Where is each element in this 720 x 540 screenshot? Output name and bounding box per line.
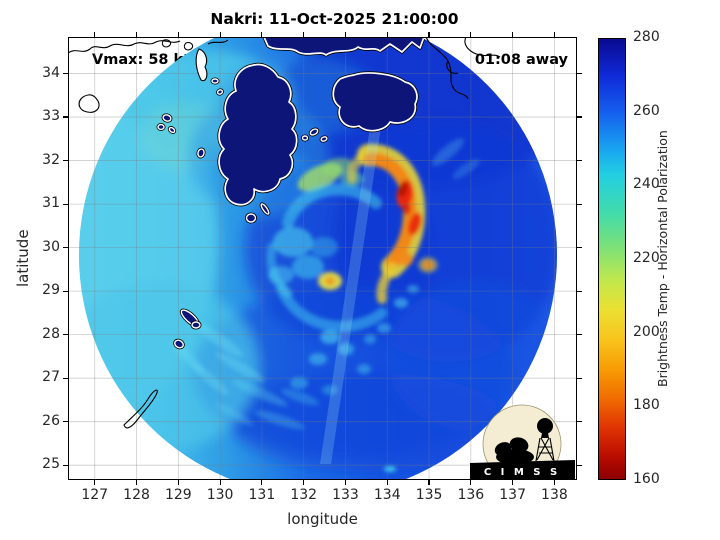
x-tick-label: 128	[123, 487, 150, 503]
x-tick-label: 134	[373, 487, 401, 503]
y-tick	[63, 247, 68, 249]
x-tick-top	[261, 32, 263, 37]
y-tick-label: 25	[42, 456, 60, 473]
x-tick	[94, 480, 96, 485]
x-tick-top	[512, 32, 514, 37]
x-tick-label: 131	[248, 487, 276, 503]
x-axis-label: longitude	[287, 510, 358, 528]
x-tick-label: 135	[415, 487, 443, 503]
colorbar-tick-label: 220	[633, 250, 660, 266]
x-tick-top	[219, 32, 221, 37]
y-tick-right	[577, 72, 582, 75]
colorbar-tick-label: 260	[633, 102, 660, 119]
deep-convection-band	[346, 143, 426, 304]
x-tick	[553, 480, 556, 485]
x-tick-top	[135, 32, 138, 37]
x-tick-top	[344, 32, 347, 37]
x-tick-label: 129	[164, 487, 192, 503]
y-tick-right	[577, 421, 582, 423]
x-tick-top	[470, 32, 472, 37]
x-tick-top	[177, 32, 179, 37]
y-tick	[63, 421, 68, 423]
x-tick-label: 130	[206, 487, 234, 503]
y-tick-right	[577, 116, 582, 118]
y-tick	[63, 334, 68, 336]
x-tick	[261, 480, 263, 485]
x-tick-top	[303, 32, 305, 37]
x-tick-label: 133	[332, 487, 359, 503]
y-tick-right	[577, 464, 582, 466]
x-tick	[386, 480, 388, 485]
satellite-image: C I M S S	[68, 37, 577, 480]
plot-title: Nakri: 11-Oct-2025 21:00:00	[210, 10, 459, 28]
y-tick	[63, 72, 68, 75]
colorbar-tick-label: 240	[633, 176, 660, 193]
y-tick-label: 29	[42, 282, 60, 299]
colorbar-tick-label: 180	[633, 397, 660, 414]
y-tick-label: 26	[42, 412, 60, 429]
cimss-logo-text: C I M S S	[484, 467, 560, 478]
x-tick-label: 137	[499, 487, 526, 503]
x-tick-label: 127	[81, 487, 109, 503]
y-tick-label: 31	[42, 195, 60, 212]
y-tick	[63, 377, 68, 379]
y-tick	[63, 290, 68, 292]
y-tick-right	[577, 203, 582, 205]
x-tick	[428, 480, 430, 485]
x-tick	[512, 480, 514, 485]
x-tick-label: 136	[457, 487, 485, 503]
y-tick-right	[577, 159, 582, 162]
y-tick	[63, 159, 68, 162]
y-tick	[63, 203, 68, 205]
colorbar-tick-label: 160	[633, 471, 660, 487]
x-tick-label: 138	[541, 487, 568, 503]
colorbar-tick-label: 280	[633, 29, 660, 45]
land-masses	[217, 37, 426, 207]
y-tick-label: 33	[42, 108, 60, 125]
y-tick-label: 32	[42, 151, 60, 168]
x-tick	[135, 480, 138, 485]
y-tick-right	[577, 377, 582, 379]
y-tick-right	[577, 247, 582, 249]
x-tick	[470, 480, 472, 485]
y-tick-right	[577, 290, 582, 292]
x-tick-top	[94, 32, 96, 37]
coastline-outside-swath	[68, 37, 501, 429]
x-tick-top	[428, 32, 430, 37]
y-tick-label: 27	[42, 369, 60, 386]
rainband-cells	[172, 138, 480, 472]
y-tick-label: 34	[42, 64, 60, 81]
y-tick-right	[577, 334, 582, 336]
colorbar-tick-label: 200	[633, 323, 660, 340]
colorbar	[598, 38, 626, 480]
x-tick	[344, 480, 347, 485]
x-tick-label: 132	[290, 487, 318, 503]
y-tick	[63, 116, 68, 118]
x-tick	[177, 480, 179, 485]
y-tick-label: 28	[42, 325, 60, 342]
x-tick	[303, 480, 305, 485]
x-tick-top	[386, 32, 388, 37]
cimss-logo: C I M S S	[470, 404, 575, 480]
y-tick	[63, 464, 68, 466]
small-islands	[156, 77, 329, 350]
y-tick-label: 30	[42, 238, 60, 255]
x-tick-top	[553, 32, 556, 37]
vmax-annotation: Vmax: 58 kts	[92, 52, 199, 68]
x-tick	[219, 480, 221, 485]
